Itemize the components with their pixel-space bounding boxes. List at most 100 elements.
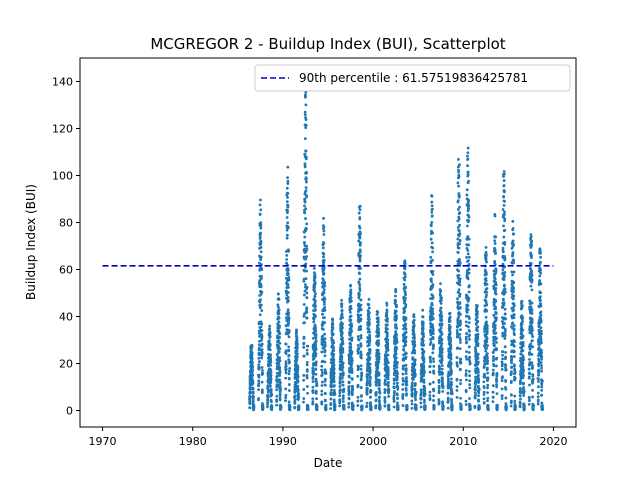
data-point xyxy=(401,367,405,371)
data-point xyxy=(287,400,291,404)
data-point xyxy=(324,407,328,410)
data-point xyxy=(531,380,535,384)
data-point xyxy=(484,250,488,254)
data-point xyxy=(275,394,279,398)
data-point xyxy=(266,396,270,400)
data-point xyxy=(284,360,288,364)
data-point xyxy=(531,365,534,369)
data-point xyxy=(513,376,517,380)
data-point xyxy=(269,368,273,372)
data-point xyxy=(305,360,309,364)
data-point xyxy=(403,299,407,302)
data-point xyxy=(251,369,254,373)
data-point xyxy=(432,343,435,347)
data-point xyxy=(332,375,336,379)
data-point xyxy=(368,368,372,372)
data-point xyxy=(259,250,263,254)
data-point xyxy=(275,384,279,388)
data-point xyxy=(383,404,387,408)
data-point xyxy=(513,364,516,368)
data-point xyxy=(312,370,316,373)
legend: 90th percentile : 61.57519836425781 xyxy=(254,64,571,92)
data-point xyxy=(286,176,289,180)
data-point xyxy=(357,292,361,296)
data-point xyxy=(304,217,307,220)
data-point xyxy=(252,395,255,399)
data-point xyxy=(531,374,535,378)
data-point xyxy=(458,283,462,287)
data-point xyxy=(284,393,288,397)
data-point xyxy=(269,388,273,391)
data-point xyxy=(285,216,289,219)
data-point xyxy=(431,269,435,273)
data-point xyxy=(491,371,495,375)
data-point xyxy=(285,233,289,237)
data-point xyxy=(260,342,264,346)
data-point xyxy=(458,292,462,296)
data-point xyxy=(261,369,264,372)
data-point xyxy=(374,404,378,408)
data-point xyxy=(450,406,454,410)
data-point xyxy=(302,335,306,339)
data-point xyxy=(394,300,397,304)
data-point xyxy=(287,272,290,276)
data-point xyxy=(314,352,318,355)
data-point xyxy=(303,235,307,239)
data-point xyxy=(476,332,480,336)
data-point xyxy=(467,268,471,271)
data-point xyxy=(457,157,460,161)
data-point xyxy=(396,372,399,376)
data-point xyxy=(360,371,364,375)
data-point xyxy=(430,204,434,208)
data-point xyxy=(356,351,360,355)
data-point xyxy=(349,288,353,292)
data-point xyxy=(350,299,353,303)
data-point xyxy=(377,387,381,391)
data-point xyxy=(359,307,363,311)
data-point xyxy=(530,361,534,365)
data-point xyxy=(522,386,526,389)
data-point xyxy=(357,347,361,351)
data-point xyxy=(431,231,434,235)
data-point xyxy=(323,316,326,320)
data-point xyxy=(396,393,399,397)
data-point xyxy=(313,308,317,312)
data-point xyxy=(378,407,382,410)
data-point xyxy=(260,322,264,326)
data-point xyxy=(360,373,364,377)
data-point xyxy=(359,367,363,371)
data-point xyxy=(251,361,254,364)
data-point xyxy=(512,324,516,327)
data-point xyxy=(333,392,337,396)
data-point xyxy=(464,399,468,403)
data-point xyxy=(467,284,471,288)
data-point xyxy=(358,208,362,212)
data-point xyxy=(269,371,273,374)
data-point xyxy=(540,364,543,367)
data-point xyxy=(350,339,354,342)
data-point xyxy=(519,381,522,384)
data-point xyxy=(332,352,336,356)
data-point xyxy=(429,261,433,265)
data-point xyxy=(466,154,469,158)
data-point xyxy=(410,406,414,410)
data-point xyxy=(297,398,300,401)
data-point xyxy=(510,366,513,369)
y-tick-label: 140 xyxy=(52,76,73,89)
data-point xyxy=(314,326,317,329)
data-point xyxy=(450,370,453,373)
data-point xyxy=(323,321,327,324)
data-point xyxy=(530,339,534,343)
data-point xyxy=(395,340,399,344)
data-point xyxy=(510,379,513,383)
data-point xyxy=(512,313,516,317)
data-point xyxy=(287,322,290,325)
data-point xyxy=(404,292,407,296)
data-point xyxy=(349,304,353,308)
data-point xyxy=(428,394,432,397)
data-point xyxy=(458,205,461,209)
data-point xyxy=(359,267,362,270)
data-point xyxy=(359,353,363,357)
data-point xyxy=(437,389,441,393)
data-point xyxy=(457,184,461,188)
